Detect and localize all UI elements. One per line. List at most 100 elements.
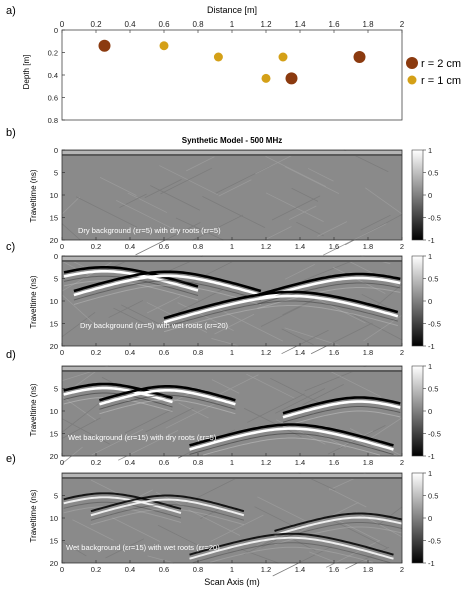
texture-line bbox=[108, 300, 144, 318]
x-tick-label: 0.4 bbox=[125, 348, 135, 357]
panel-b-texture bbox=[61, 149, 403, 256]
texture-line bbox=[240, 548, 279, 564]
panel-a-xlabel: Distance [m] bbox=[207, 5, 257, 15]
texture-line bbox=[288, 205, 317, 220]
texture-line bbox=[363, 314, 403, 342]
x-tick-label: 2 bbox=[400, 242, 404, 251]
panel-b: b) Synthetic Model - 500 MHz Traveltime … bbox=[6, 127, 441, 256]
colorbar-tick-label: 0.5 bbox=[428, 169, 438, 178]
panel-a-y-ticks: 0 0.2 0.4 0.6 0.8 bbox=[48, 26, 65, 125]
panel-d-texture bbox=[61, 365, 403, 465]
texture-line bbox=[135, 222, 201, 256]
texture-line bbox=[323, 223, 387, 256]
hyperbola-dark bbox=[63, 266, 199, 288]
texture-line bbox=[247, 393, 305, 423]
y-tick-label: 10 bbox=[50, 514, 58, 523]
texture-line bbox=[188, 509, 241, 536]
legend-marker-r1 bbox=[407, 75, 417, 85]
x-tick-label: 1.4 bbox=[295, 458, 305, 467]
texture-line bbox=[178, 402, 209, 419]
direct-wave-light bbox=[62, 257, 402, 260]
texture-line bbox=[218, 179, 252, 197]
texture-line bbox=[211, 379, 240, 394]
y-tick-label: 5 bbox=[54, 385, 58, 394]
texture-line bbox=[361, 293, 392, 310]
x-tick-label: 0.6 bbox=[159, 458, 169, 467]
panel-b-label: b) bbox=[6, 127, 16, 139]
direct-wave-light bbox=[62, 151, 402, 154]
colorbar-tick-label: -0.5 bbox=[428, 214, 441, 223]
texture-line bbox=[326, 369, 381, 397]
texture-line bbox=[284, 166, 340, 195]
hyperbola-ringing bbox=[192, 542, 391, 564]
texture-line bbox=[61, 446, 83, 465]
hyperbola-light bbox=[163, 294, 399, 324]
hyperbola-dark bbox=[189, 532, 394, 556]
texture-line bbox=[265, 192, 324, 223]
y-tick-label: 0.6 bbox=[48, 94, 58, 103]
hyperbola-dark bbox=[274, 512, 403, 532]
hyperbola-light bbox=[63, 270, 199, 292]
hyperbola-ringing bbox=[73, 284, 262, 305]
hyperbola-ringing bbox=[282, 406, 401, 423]
texture-line bbox=[275, 388, 326, 414]
x-tick-label: 0.2 bbox=[91, 565, 101, 574]
panel-e: e) Traveltime (ns) Wet background (εr=15… bbox=[6, 453, 441, 587]
x-tick-label: 1.2 bbox=[261, 242, 271, 251]
panel-e-annotation: Wet background (εr=15) with wet roots (ε… bbox=[66, 543, 220, 552]
hyperbola-ringing bbox=[90, 504, 245, 521]
panel-d-annotation: Wet background (εr=15) with dry roots (ε… bbox=[68, 433, 217, 442]
y-tick-label: 5 bbox=[54, 492, 58, 501]
texture-line bbox=[211, 338, 240, 347]
x-tick-label: 0 bbox=[60, 565, 64, 574]
hyperbola-ringing bbox=[209, 546, 374, 563]
x-tick-label: 0.4 bbox=[124, 20, 136, 29]
y-tick-label: 15 bbox=[50, 320, 58, 329]
hyperbola-ringing bbox=[189, 433, 394, 455]
y-tick-label: 5 bbox=[54, 275, 58, 284]
hyperbola-light bbox=[63, 386, 173, 404]
data-point bbox=[159, 41, 169, 51]
x-tick-label: 0.2 bbox=[91, 242, 101, 251]
colorbar-tick-label: 0.5 bbox=[428, 275, 438, 284]
x-tick-label: 0.2 bbox=[91, 458, 101, 467]
texture-line bbox=[310, 295, 366, 324]
data-point bbox=[285, 72, 298, 85]
texture-line bbox=[157, 524, 201, 547]
colorbar-tick-label: 0 bbox=[428, 191, 432, 200]
panel-d-hyperbolas bbox=[63, 382, 401, 456]
texture-line bbox=[302, 384, 344, 406]
y-tick-label: 20 bbox=[50, 559, 58, 568]
x-tick-label: 0 bbox=[60, 20, 65, 29]
legend-marker-r2 bbox=[406, 57, 418, 69]
x-tick-label: 2 bbox=[400, 20, 405, 29]
x-tick-label: 0.6 bbox=[158, 20, 170, 29]
panel-b-x-ticks: 0 0.2 0.4 0.6 0.8 1 1.2 1.4 1.6 1.8 2 bbox=[60, 237, 404, 251]
panel-e-colorbar-ticks: 1 0.5 0 -0.5 -1 bbox=[423, 469, 441, 568]
panel-a-plot-frame bbox=[61, 29, 403, 121]
x-tick-label: 1.6 bbox=[329, 242, 339, 251]
texture-line bbox=[375, 283, 403, 307]
colorbar-tick-label: 0.5 bbox=[428, 385, 438, 394]
panel-c-colorbar-ticks: 1 0.5 0 -0.5 -1 bbox=[423, 252, 441, 351]
x-tick-label: 1.4 bbox=[294, 20, 306, 29]
y-tick-label: 0.4 bbox=[48, 71, 58, 80]
x-tick-label: 0.2 bbox=[91, 348, 101, 357]
colorbar-tick-label: -1 bbox=[428, 452, 435, 461]
texture-line bbox=[150, 185, 201, 211]
hyperbola-ringing bbox=[63, 501, 182, 519]
texture-line bbox=[291, 187, 319, 202]
x-tick-label: 2 bbox=[400, 348, 404, 357]
hyperbola-light bbox=[63, 496, 182, 514]
panel-a-ylabel: Depth [m] bbox=[22, 55, 31, 90]
hyperbola-dark bbox=[90, 494, 245, 513]
texture-line bbox=[281, 328, 314, 346]
texture-line bbox=[271, 195, 321, 221]
hyperbola-dark bbox=[73, 270, 262, 293]
hyperbola-dark bbox=[189, 423, 394, 447]
hyperbola-ringing bbox=[282, 410, 401, 428]
texture-line bbox=[105, 538, 145, 559]
hyperbola-ringing bbox=[63, 280, 199, 301]
y-tick-label: 15 bbox=[50, 430, 58, 439]
